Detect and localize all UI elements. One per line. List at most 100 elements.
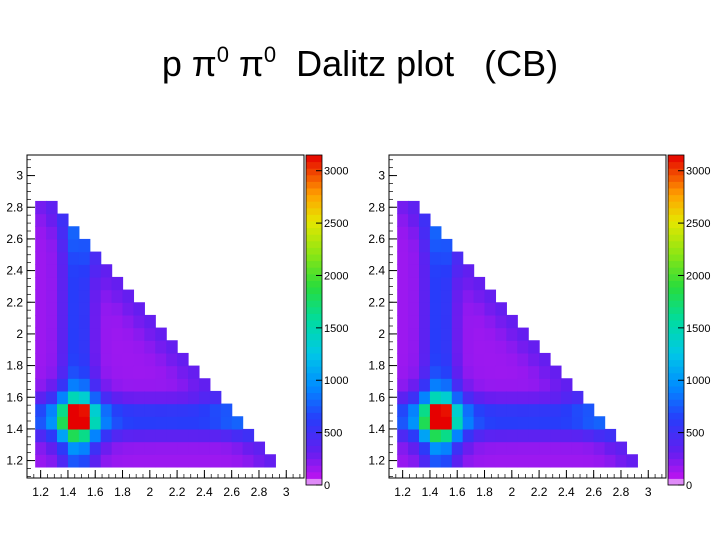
- heatmap-bin: [144, 327, 156, 341]
- heatmap-bin: [517, 454, 529, 468]
- heatmap-bin: [46, 340, 58, 354]
- heatmap-bin: [560, 390, 573, 405]
- colorbar-segment: [668, 445, 684, 453]
- heatmap-bin: [155, 454, 167, 468]
- heatmap-bin: [67, 441, 80, 455]
- heatmap-bin: [198, 416, 211, 430]
- heatmap-bin: [220, 454, 233, 468]
- heatmap-bin: [560, 416, 573, 430]
- heatmap-bin: [89, 302, 102, 316]
- heatmap-bin: [242, 454, 255, 468]
- colorbar-segment: [306, 386, 322, 394]
- heatmap-bin: [506, 340, 518, 354]
- heatmap-bin: [188, 454, 200, 468]
- colorbar-tick-label: 3000: [324, 166, 348, 178]
- colorbar-segment: [668, 372, 684, 380]
- heatmap-bin: [57, 327, 69, 341]
- colorbar-segment: [306, 280, 322, 288]
- heatmap-bin: [462, 378, 475, 392]
- heatmap-bin: [397, 314, 409, 329]
- colorbar-segment: [668, 201, 684, 209]
- heatmap-bin: [419, 314, 431, 329]
- heatmap-bin: [440, 428, 453, 443]
- heatmap-bin: [440, 264, 453, 278]
- heatmap-bin: [46, 403, 58, 417]
- title-pi-2: π: [238, 43, 264, 84]
- heatmap-bin: [122, 302, 135, 316]
- heatmap-bin: [440, 340, 453, 354]
- heatmap-bin: [78, 416, 91, 430]
- heatmap-bin: [100, 340, 113, 354]
- heatmap-bin: [451, 390, 464, 405]
- heatmap-bin: [198, 390, 211, 405]
- heatmap-bin: [144, 314, 156, 329]
- colorbar-segment: [668, 339, 684, 347]
- heatmap-bin: [408, 200, 420, 215]
- heatmap-bin: [539, 416, 551, 430]
- colorbar-segment: [668, 366, 684, 374]
- colorbar-segment: [668, 174, 684, 182]
- heatmap-bin: [440, 441, 453, 455]
- heatmap-bin: [429, 226, 442, 240]
- heatmap-bin: [78, 403, 91, 417]
- heatmap-bin: [67, 327, 80, 341]
- heatmap-bin: [78, 378, 91, 392]
- heatmap-bin: [144, 454, 156, 468]
- heatmap-bin: [111, 276, 124, 291]
- heatmap-bin: [419, 403, 431, 417]
- colorbar-segment: [668, 227, 684, 235]
- colorbar-segment: [668, 386, 684, 394]
- y-tick-label: 2.2: [6, 295, 23, 309]
- x-tick-label: 1.4: [422, 485, 439, 499]
- y-tick-label: 2.6: [6, 232, 23, 246]
- colorbar-segment: [306, 181, 322, 189]
- heatmap-bin: [111, 314, 124, 329]
- heatmap-bin: [133, 365, 145, 379]
- heatmap-bin: [429, 378, 442, 392]
- heatmap-bin: [484, 314, 497, 329]
- heatmap-bin: [122, 289, 135, 303]
- heatmap-bin: [408, 276, 420, 291]
- heatmap-bin: [133, 441, 145, 455]
- colorbar-segment: [668, 320, 684, 328]
- heatmap-bin: [57, 352, 69, 367]
- heatmap-bin: [67, 428, 80, 443]
- heatmap-bin: [35, 428, 47, 443]
- heatmap-bin: [506, 454, 518, 468]
- heatmap-bin: [35, 340, 47, 354]
- heatmap-bin: [440, 403, 453, 417]
- heatmap-bin: [46, 327, 58, 341]
- heatmap-bin: [46, 238, 58, 253]
- heatmap-bin: [429, 251, 442, 265]
- y-tick-label: 1.6: [368, 390, 385, 404]
- heatmap-bin: [506, 390, 518, 405]
- heatmap-bin: [550, 416, 562, 430]
- heatmap-bin: [473, 340, 486, 354]
- heatmap-bin: [506, 314, 518, 329]
- heatmap-bin: [78, 327, 91, 341]
- x-tick-label: 2.2: [531, 485, 548, 499]
- heatmap-bin: [560, 403, 573, 417]
- heatmap-bin: [144, 403, 156, 417]
- heatmap-bin: [209, 390, 222, 405]
- heatmap-bin: [35, 226, 47, 240]
- heatmap-bin: [539, 390, 551, 405]
- colorbar-tick-label: 2500: [324, 218, 348, 230]
- heatmap-bin: [89, 264, 102, 278]
- heatmap-bin: [78, 340, 91, 354]
- heatmap-bin: [440, 302, 453, 316]
- title-sup-2: 0: [263, 42, 277, 67]
- colorbar-segment: [306, 359, 322, 367]
- heatmap-bin: [451, 276, 464, 291]
- heatmap-bin: [188, 365, 200, 379]
- heatmap-bin: [550, 428, 562, 443]
- heatmap-bin: [57, 251, 69, 265]
- heatmap-bin: [462, 302, 475, 316]
- heatmap-bin: [57, 390, 69, 405]
- heatmap-bin: [528, 365, 540, 379]
- heatmap-bin: [35, 264, 47, 278]
- heatmap-bin: [111, 365, 124, 379]
- colorbar-segment: [306, 419, 322, 427]
- heatmap-bin: [57, 302, 69, 316]
- heatmap-bin: [133, 327, 145, 341]
